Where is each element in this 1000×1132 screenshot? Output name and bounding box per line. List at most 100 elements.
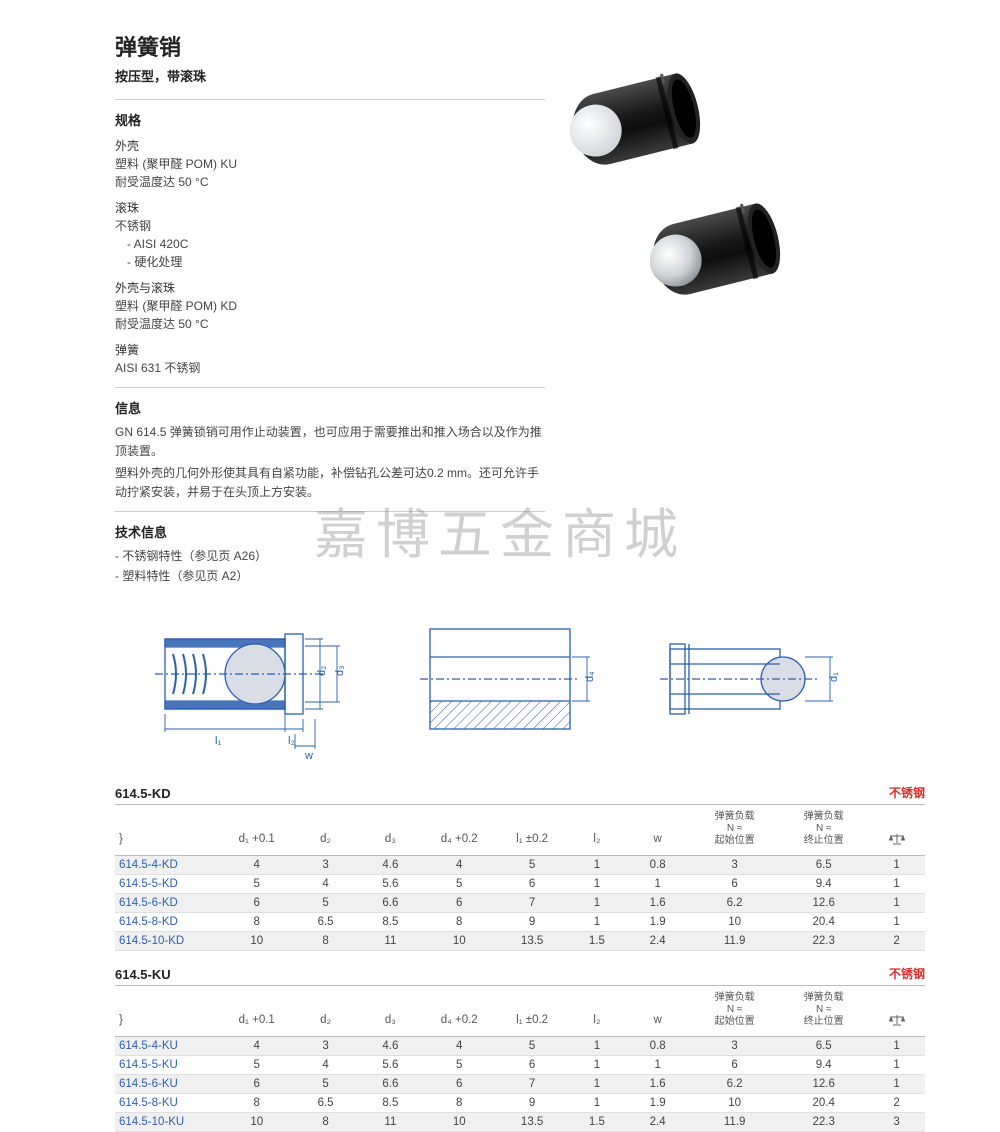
col-w: w	[625, 805, 690, 856]
table-cell: 6.5	[779, 1036, 868, 1055]
table-cell: 2	[868, 1093, 925, 1112]
table-cell: 8	[220, 912, 293, 931]
table-cell: 4	[293, 1055, 358, 1074]
table-cell: 10	[690, 1093, 779, 1112]
table-cell: 8	[423, 1093, 496, 1112]
table-cell: 5	[423, 1055, 496, 1074]
table-cell: 12.6	[779, 893, 868, 912]
table-cell: 6	[220, 1074, 293, 1093]
plunger-photo-ku	[570, 60, 730, 175]
shellball-label: 外壳与滚珠	[115, 279, 535, 297]
dim-d4: d₄	[584, 671, 596, 682]
table-cell: 3	[690, 1036, 779, 1055]
table-cell: 13.5	[496, 1112, 569, 1131]
table-head: }d₁ +0.1d₂d₃d₄ +0.2l₁ ±0.2l₂w弹簧负载N ≈起始位置…	[115, 986, 925, 1037]
tech-list: - 不锈钢特性（参见页 A26） - 塑料特性（参见页 A2）	[115, 547, 910, 585]
dim-d3: d₃	[334, 665, 346, 676]
table-cell: 1	[569, 1074, 626, 1093]
table-cell: 6	[690, 1055, 779, 1074]
table-row: 614.5-5-KD545.6561169.41	[115, 874, 925, 893]
table-cell: 9	[496, 1093, 569, 1112]
table-row: 614.5-4-KD434.64510.836.51	[115, 855, 925, 874]
table-cell: 614.5-10-KD	[115, 931, 220, 950]
table-cell: 9.4	[779, 874, 868, 893]
col-force-start: 弹簧负载N ≈起始位置	[690, 805, 779, 856]
table-cell: 8	[293, 1112, 358, 1131]
table-cell: 3	[868, 1112, 925, 1131]
col-w: w	[625, 986, 690, 1037]
table-row: 614.5-8-KU86.58.58911.91020.42	[115, 1093, 925, 1112]
table-cell: 614.5-4-KU	[115, 1036, 220, 1055]
table-cell: 1	[569, 912, 626, 931]
table-cell: 8	[423, 912, 496, 931]
table-cell: 1	[868, 855, 925, 874]
tech-heading: 技术信息	[115, 522, 910, 541]
table-cell: 614.5-8-KU	[115, 1093, 220, 1112]
table-kd-wrap: 614.5-KD 不锈钢 }d₁ +0.1d₂d₃d₄ +0.2l₁ ±0.2l…	[115, 786, 925, 951]
table-cell: 9	[496, 912, 569, 931]
table-cell: 10	[220, 931, 293, 950]
table-cell: 614.5-6-KU	[115, 1074, 220, 1093]
table-cell: 2.4	[625, 1112, 690, 1131]
table-cell: 3	[293, 855, 358, 874]
table-cell: 10	[220, 1112, 293, 1131]
table-cell: 11.9	[690, 931, 779, 950]
table-row: 614.5-4-KU434.64510.836.51	[115, 1036, 925, 1055]
table-cell: 6	[423, 1074, 496, 1093]
table-cell: 6.5	[293, 1093, 358, 1112]
table-cell: 1	[569, 1036, 626, 1055]
spec-block: 外壳 塑料 (聚甲醛 POM) KU 耐受温度达 50 °C 滚珠 不锈钢 - …	[115, 137, 535, 377]
dim-l1: l₁	[215, 735, 221, 747]
col-balance	[868, 986, 925, 1037]
table-cell: 4.6	[358, 855, 423, 874]
table-cell: 20.4	[779, 912, 868, 931]
table-cell: 7	[496, 893, 569, 912]
table-cell: 1.6	[625, 893, 690, 912]
table-cell: 614.5-6-KD	[115, 893, 220, 912]
table-cell: 6	[690, 874, 779, 893]
col-d3: d₃	[358, 986, 423, 1037]
table-cell: 5.6	[358, 874, 423, 893]
table-cell: 614.5-10-KU	[115, 1112, 220, 1131]
table-cell: 8	[220, 1093, 293, 1112]
ball-li: - AISI 420C	[115, 235, 535, 253]
table-cell: 5	[293, 1074, 358, 1093]
table-cell: 5	[423, 874, 496, 893]
table-cell: 614.5-5-KU	[115, 1055, 220, 1074]
ball-li: - 硬化处理	[115, 253, 535, 271]
balance-icon	[889, 1014, 905, 1026]
ball-line: 不锈钢	[115, 217, 535, 235]
table-ku-tag: 不锈钢	[889, 965, 925, 982]
col-l2: l₂	[569, 805, 626, 856]
table-cell: 4	[220, 855, 293, 874]
table-cell: 12.6	[779, 1074, 868, 1093]
table-cell: 1	[625, 1055, 690, 1074]
divider	[115, 387, 545, 388]
table-cell: 1	[569, 874, 626, 893]
table-cell: 6.5	[779, 855, 868, 874]
col-l1: l₁ ±0.2	[496, 805, 569, 856]
table-cell: 5	[496, 1036, 569, 1055]
table-cell: 6	[423, 893, 496, 912]
table-cell: 4	[220, 1036, 293, 1055]
info-paragraph: GN 614.5 弹簧锁销可用作止动装置，也可应用于需要推出和推入场合以及作为推…	[115, 423, 545, 460]
table-kd-tag: 不锈钢	[889, 784, 925, 801]
table-cell: 1	[569, 1055, 626, 1074]
table-cell: 22.3	[779, 931, 868, 950]
shell-line: 塑料 (聚甲醛 POM) KU	[115, 155, 535, 173]
diagram-side-view: d₁	[655, 609, 865, 759]
table-cell: 9.4	[779, 1055, 868, 1074]
plunger-photo-kd	[650, 190, 810, 305]
table-cell: 11	[358, 931, 423, 950]
table-cell: 5.6	[358, 1055, 423, 1074]
table-cell: 1	[868, 1074, 925, 1093]
col-code: }	[115, 805, 220, 856]
col-d2: d₂	[293, 986, 358, 1037]
table-head: }d₁ +0.1d₂d₃d₄ +0.2l₁ ±0.2l₂w弹簧负载N ≈起始位置…	[115, 805, 925, 856]
table-cell: 6.2	[690, 1074, 779, 1093]
table-cell: 1	[569, 1093, 626, 1112]
table-cell: 5	[293, 893, 358, 912]
table-cell: 1.5	[569, 931, 626, 950]
table-cell: 1	[625, 874, 690, 893]
page-title: 弹簧销	[115, 30, 910, 62]
